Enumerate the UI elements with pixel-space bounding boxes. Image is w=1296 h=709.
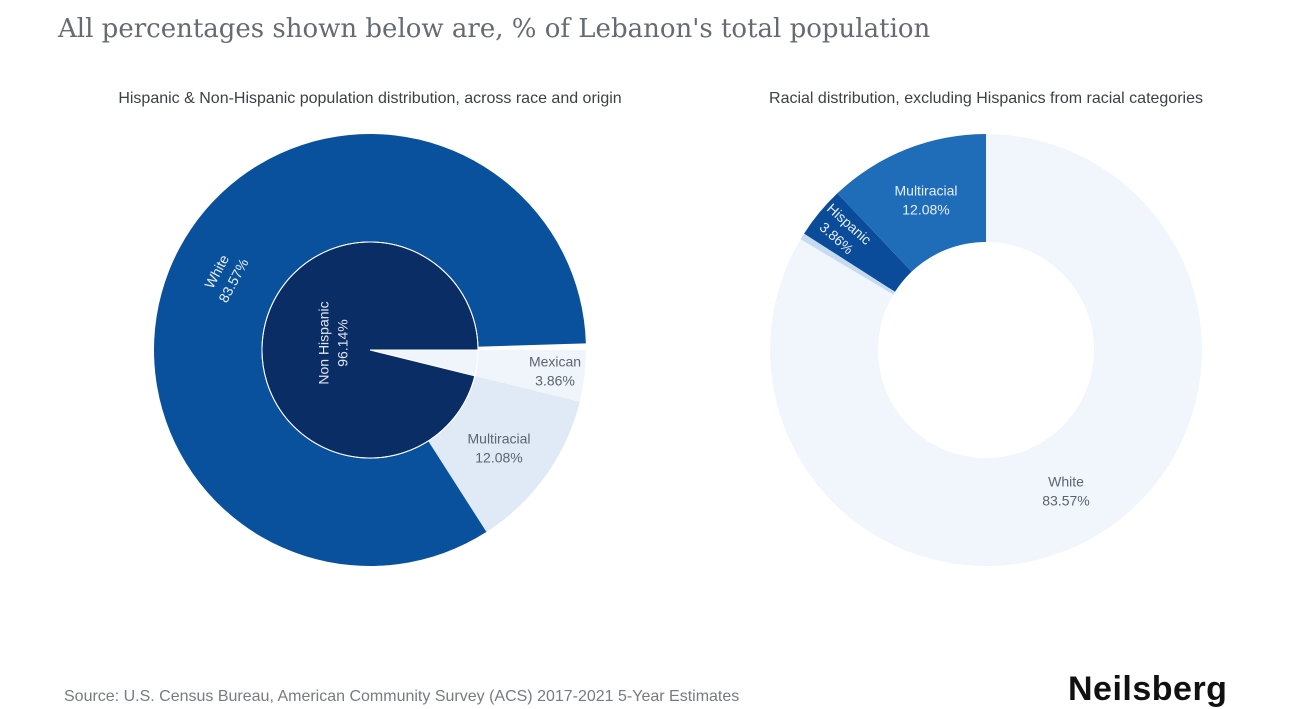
left-label-multiracial-value: 12.08%	[475, 450, 522, 466]
left-label-mexican: Mexican 3.86%	[529, 354, 581, 389]
left-label-mexican-name: Mexican	[529, 354, 581, 370]
left-label-multiracial-name: Multiracial	[467, 431, 530, 447]
right-slice-multiracial	[837, 134, 986, 272]
left-inner-slice-non-hispanic	[261, 241, 479, 459]
left-chart-title: Hispanic & Non-Hispanic population distr…	[118, 90, 622, 107]
right-label-white: White 83.57%	[1042, 474, 1089, 509]
right-chart-title: Racial distribution, excluding Hispanics…	[769, 90, 1203, 107]
right-slice-other	[800, 233, 896, 295]
left-label-non-hispanic-value: 96.14%	[335, 319, 351, 366]
right-label-multiracial-name: Multiracial	[894, 183, 957, 199]
left-label-mexican-value: 3.86%	[535, 373, 575, 389]
left-label-non-hispanic-name: Non Hispanic	[316, 301, 332, 384]
right-label-white-name: White	[1048, 474, 1084, 490]
right-label-white-value: 83.57%	[1042, 493, 1089, 509]
source-note: Source: U.S. Census Bureau, American Com…	[64, 688, 740, 705]
brand-logo: Neilsberg	[1068, 670, 1228, 708]
left-label-non-hispanic: Non Hispanic 96.14%	[316, 301, 351, 384]
right-slice-hispanic	[804, 193, 912, 292]
left-inner-ring-outline	[261, 241, 479, 459]
page-subtitle: All percentages shown below are, % of Le…	[58, 14, 931, 44]
right-slice-white	[770, 134, 1203, 567]
left-label-multiracial: Multiracial 12.08%	[467, 431, 530, 466]
right-label-multiracial-value: 12.08%	[902, 202, 949, 218]
right-label-multiracial: Multiracial 12.08%	[894, 183, 957, 218]
